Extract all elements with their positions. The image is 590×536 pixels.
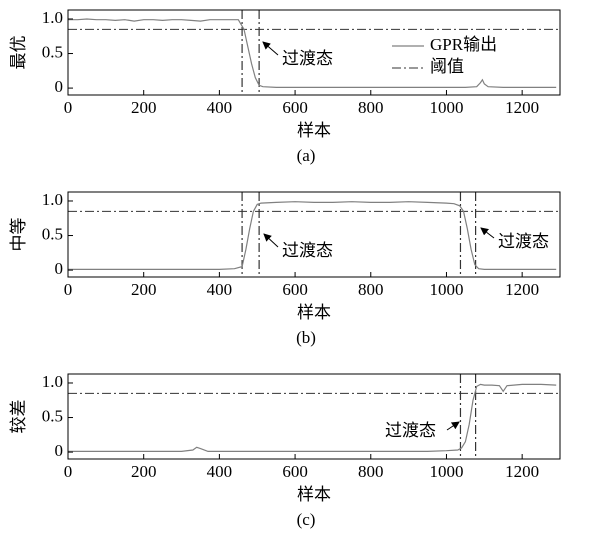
y-tick-label: 1.0 (42, 372, 63, 391)
y-tick-label: 0 (55, 441, 64, 460)
x-tick-label: 1000 (429, 98, 463, 117)
y-tick-label: 0.5 (42, 224, 63, 243)
x-tick-label: 400 (207, 280, 233, 299)
x-tick-label: 200 (131, 98, 157, 117)
annotation-arrow (480, 227, 495, 239)
plot-frame (67, 9, 561, 96)
plot-frame (67, 191, 561, 278)
legend-label: GPR输出 (430, 35, 497, 54)
annotation: 过渡态 (385, 421, 436, 440)
annotation: 过渡态 (498, 232, 549, 251)
annotation-arrow (262, 41, 279, 56)
panel: 0 0.5 1.0 0 200 400 600 800 1000 1200 样本 最优 (a) 过渡态 GP… (9, 8, 561, 165)
y-axis-label: 最优 (9, 36, 28, 70)
y-axis-label: 中等 (9, 218, 28, 252)
plot-frame (67, 373, 561, 460)
x-tick-label: 800 (358, 280, 384, 299)
x-tick-label: 400 (207, 462, 233, 481)
x-axis-label: 样本 (297, 485, 331, 504)
x-tick-label: 200 (131, 280, 157, 299)
y-tick-label: 0 (55, 77, 64, 96)
y-tick-label: 0.5 (42, 406, 63, 425)
x-axis-label: 样本 (297, 303, 331, 322)
legend-label: 阈值 (430, 57, 464, 76)
x-tick-label: 600 (282, 462, 308, 481)
y-tick-label: 0.5 (42, 42, 63, 61)
x-tick-label: 1200 (505, 462, 539, 481)
data-line (68, 201, 557, 270)
caption: (b) (296, 328, 316, 347)
data-line (68, 18, 557, 88)
x-tick-label: 1200 (505, 280, 539, 299)
caption: (c) (297, 510, 316, 529)
x-tick-label: 1000 (429, 280, 463, 299)
annotation-arrow (446, 421, 460, 431)
y-axis-label: 较差 (9, 400, 28, 434)
x-tick-label: 400 (207, 98, 233, 117)
y-tick-label: 0 (55, 259, 64, 278)
x-tick-label: 600 (282, 280, 308, 299)
x-tick-label: 200 (131, 462, 157, 481)
x-tick-label: 800 (358, 462, 384, 481)
x-tick-label: 600 (282, 98, 308, 117)
caption: (a) (297, 146, 316, 165)
annotation: 过渡态 (282, 49, 333, 68)
x-tick-label: 800 (358, 98, 384, 117)
x-axis-label: 样本 (297, 121, 331, 140)
panel: 0 0.5 1.0 0 200 400 600 800 1000 1200 样本 较差 (c) 过渡态 (9, 372, 561, 529)
x-tick-label: 1000 (429, 462, 463, 481)
data-line (68, 383, 557, 452)
y-tick-label: 1.0 (42, 190, 63, 209)
panel: 0 0.5 1.0 0 200 400 600 800 1000 1200 样本 中等 (b) 过渡态 过渡… (9, 190, 561, 347)
x-tick-label: 0 (64, 280, 73, 299)
x-tick-label: 1200 (505, 98, 539, 117)
y-tick-label: 1.0 (42, 8, 63, 27)
x-tick-label: 0 (64, 462, 73, 481)
annotation: 过渡态 (282, 241, 333, 260)
annotation-arrow (263, 233, 279, 248)
x-tick-label: 0 (64, 98, 73, 117)
